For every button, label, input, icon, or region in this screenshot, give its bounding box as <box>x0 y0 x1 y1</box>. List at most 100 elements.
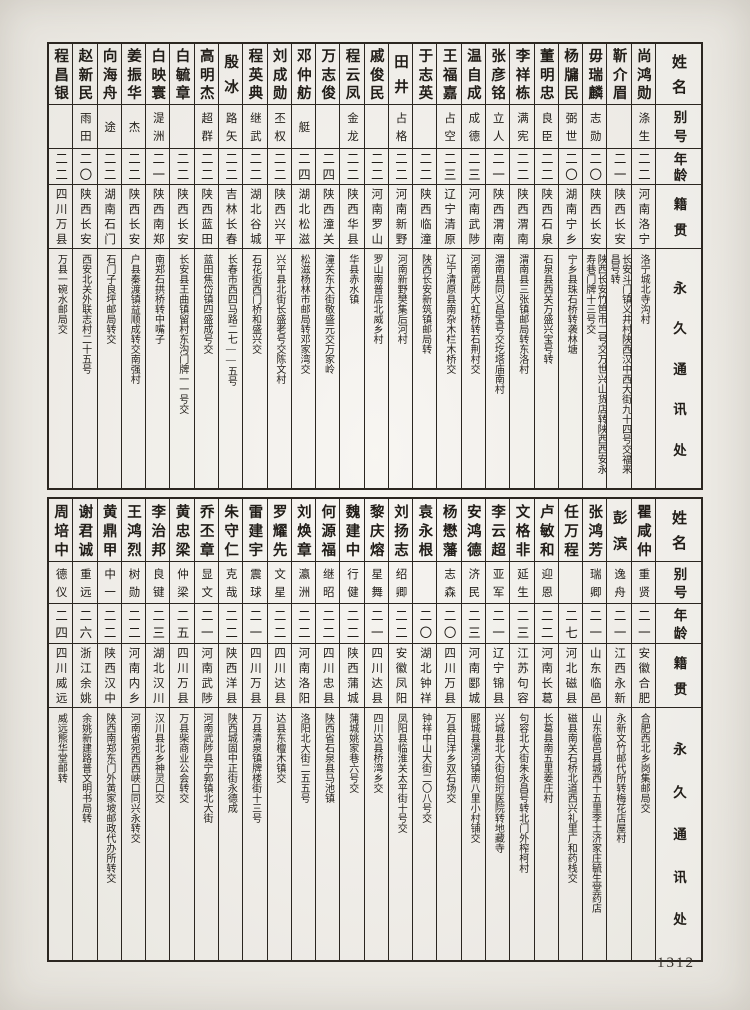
glyph: 二 <box>295 608 310 622</box>
glyph: 映 <box>149 66 166 82</box>
person-column: 刘扬志绍卿二二安徽凤阳凤阳县临淮关太平街十号交 <box>387 499 413 960</box>
address-cell: 余姚新建路普文明书局转 <box>73 707 97 960</box>
glyph: 松 <box>297 218 310 230</box>
glyph: 东 <box>588 662 601 674</box>
glyph: 二 <box>344 168 359 181</box>
glyph: 守 <box>222 522 239 538</box>
glyph: 达 <box>273 677 286 689</box>
native_place-cell: 陕西洋县 <box>218 643 243 707</box>
glyph: 南 <box>637 203 650 215</box>
native_place-cell: 辽宁清原 <box>437 184 461 248</box>
person-column: 李祥栋满宪二二陕西渭南渭南县三张镇邮局转东洛村 <box>509 44 534 488</box>
address-text: 陕西长安新筑镇邮局转 <box>419 254 431 354</box>
address-text: 陕西长安竹笆市二号交万世兴山货店转陕西西安永寿巷门牌十三号交 <box>583 254 607 474</box>
person-column: 姜振华杰二二陕西长安户县秦渡镇益顺成转交南强村 <box>120 44 146 488</box>
alias-cell: 显文 <box>194 561 218 603</box>
native_place-cell: 陕西潼关 <box>316 184 340 248</box>
glyph: 二 <box>53 608 68 622</box>
name-cell: 殷冰 <box>219 44 242 104</box>
glyph: 渭 <box>515 218 528 230</box>
glyph: 寰 <box>149 85 166 100</box>
glyph: 舟 <box>100 85 117 100</box>
glyph: 七 <box>563 625 578 639</box>
age-cell: 二一 <box>243 603 267 643</box>
glyph: 文 <box>273 568 286 580</box>
alias-cell: 瀛洲 <box>291 561 316 603</box>
glyph: 新 <box>76 66 93 82</box>
glyph: 章 <box>173 85 190 100</box>
alias-cell: 德仪 <box>48 561 73 603</box>
glyph: 二 <box>101 152 116 165</box>
person-column: 何源福继昭二二四川忠县陕西省石泉县马池镇 <box>315 499 340 960</box>
address-cell: 长春市西四马路二七——五号 <box>218 248 243 488</box>
glyph: 和 <box>537 541 554 557</box>
glyph: 福 <box>440 66 457 82</box>
native_place-cell: 江苏句容 <box>510 643 534 707</box>
glyph: 二 <box>393 608 408 622</box>
glyph: 四 <box>320 168 335 181</box>
glyph: 二 <box>514 152 529 165</box>
glyph: 李 <box>149 503 166 519</box>
person-column: 安鸿德济民二三河南郾城郾城县漯河镇南八里小村铺交 <box>460 499 486 960</box>
native_place-cell: 四川威远 <box>48 643 73 707</box>
age-cell: 二二 <box>340 603 364 643</box>
glyph: 二 <box>101 168 116 181</box>
age-cell: 二二 <box>316 603 340 643</box>
glyph: 兴 <box>273 218 286 230</box>
glyph: 名 <box>670 79 686 94</box>
glyph: 中 <box>103 692 116 704</box>
name-cell: 李祥栋 <box>510 44 533 104</box>
glyph: 鼎 <box>100 522 117 538</box>
address-text: 渭南县同义昌宝号交圪塔庙南村 <box>492 254 504 394</box>
glyph: 川 <box>370 662 383 674</box>
address-cell: 石泉县西关万盛兴宝号转 <box>534 248 558 488</box>
glyph: 刘 <box>294 503 311 519</box>
glyph: 祥 <box>513 66 530 82</box>
alias-cell: 立人 <box>486 104 510 148</box>
glyph: 丕 <box>197 522 214 538</box>
glyph: 永 <box>613 677 626 689</box>
person-column: 朱守仁克哉二二陕西洋县陕西城固中正街永德成 <box>217 499 243 960</box>
address-cell: 合肥西北乡岗集邮局交 <box>631 707 655 960</box>
alias-cell: 瑞卿 <box>583 561 607 603</box>
glyph: 铭 <box>489 85 506 100</box>
glyph: 明 <box>537 66 554 82</box>
glyph: 一 <box>611 168 626 181</box>
name-cell: 黎庆熔 <box>365 499 388 561</box>
glyph: 昭 <box>321 585 334 598</box>
glyph: 县 <box>54 233 67 245</box>
address-cell: 潼关东大街敬盛元交万家岭 <box>316 248 340 488</box>
glyph: 二 <box>465 152 480 165</box>
glyph: 英 <box>246 66 263 82</box>
glyph: 河 <box>200 647 213 659</box>
name-cell: 黄鼎甲 <box>98 499 121 561</box>
glyph: 仲 <box>176 568 189 580</box>
alias-cell <box>170 104 194 148</box>
glyph: 二 <box>538 608 553 622</box>
age-cell: 二一 <box>607 148 631 184</box>
native_place-cell: 湖北谷城 <box>243 184 267 248</box>
glyph: 龄 <box>671 167 687 182</box>
age-cell: 二六 <box>73 603 97 643</box>
glyph: 梁 <box>173 541 190 557</box>
alias-cell: 满宪 <box>510 104 534 148</box>
glyph: 平 <box>273 233 286 245</box>
person-column: 温自成成德二三河南武陟河南武陟大虹桥转石荆村交 <box>460 44 486 488</box>
address-cell: 石花街西门桥和盛兴交 <box>243 248 267 488</box>
glyph: 四 <box>321 647 334 659</box>
glyph: 讯 <box>671 402 686 416</box>
glyph: 二 <box>465 608 480 622</box>
glyph: 南 <box>127 662 140 674</box>
glyph: 万 <box>562 522 579 538</box>
person-column: 戚俊民二二河南罗山罗山南普店北威乡村 <box>363 44 388 488</box>
glyph: 宁 <box>491 662 504 674</box>
address-text: 万县白洋乡双石场交 <box>443 713 455 803</box>
header-name: 姓名 <box>656 44 701 104</box>
glyph: 内 <box>127 677 140 689</box>
address-text: 郾城县漯河镇南八里小村铺交 <box>468 713 480 843</box>
native_place-cell: 浙江余姚 <box>73 643 97 707</box>
address-cell: 山东临邑县城西十五里李士济家庄毓生堂药店 <box>583 707 607 960</box>
glyph: 蓝 <box>200 218 213 230</box>
alias-cell: 延生 <box>510 561 534 603</box>
